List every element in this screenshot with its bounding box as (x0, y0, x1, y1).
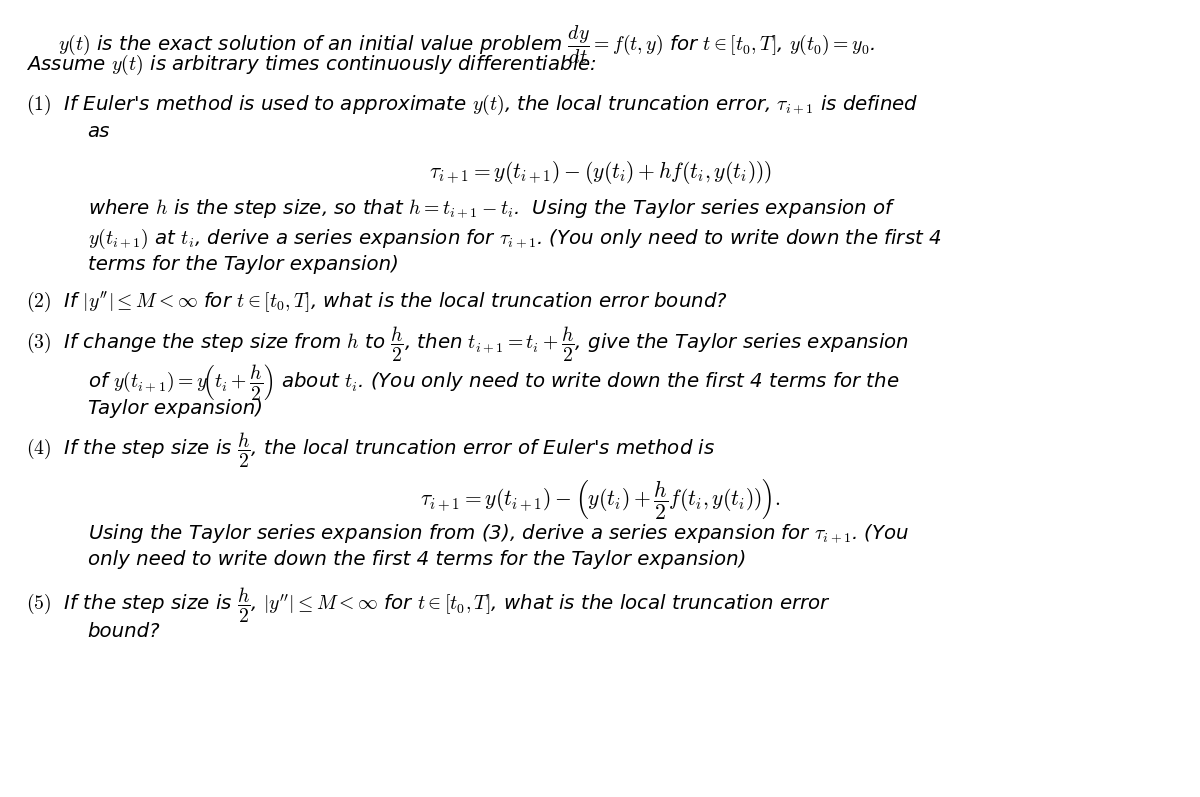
Text: $(4)$  If the step size is $\dfrac{h}{2}$, the local truncation error of Euler's: $(4)$ If the step size is $\dfrac{h}{2}$… (26, 430, 715, 469)
Text: where $h$ is the step size, so that $h = t_{i+1} - t_i$.  Using the Taylor serie: where $h$ is the step size, so that $h =… (88, 198, 895, 220)
Text: Using the Taylor series expansion from (3), derive a series expansion for $\tau_: Using the Taylor series expansion from (… (88, 522, 910, 544)
Text: terms for the Taylor expansion): terms for the Taylor expansion) (88, 255, 398, 274)
Text: $y(t)$ is the exact solution of an initial value problem $\dfrac{dy}{dt} = f(t, : $y(t)$ is the exact solution of an initi… (58, 24, 875, 66)
Text: $\tau_{i+1} = y(t_{i+1}) - \left(y(t_i) + \dfrac{h}{2}f(t_i, y(t_i))\right).$: $\tau_{i+1} = y(t_{i+1}) - \left(y(t_i) … (420, 477, 780, 520)
Text: Assume $y(t)$ is arbitrary times continuously differentiable:: Assume $y(t)$ is arbitrary times continu… (26, 53, 598, 77)
Text: of $y(t_{i+1}) = y\!\left(t_i + \dfrac{h}{2}\right)$ about $t_i$. (You only need: of $y(t_{i+1}) = y\!\left(t_i + \dfrac{h… (88, 362, 899, 402)
Text: $(3)$  If change the step size from $h$ to $\dfrac{h}{2}$, then $t_{i+1} = t_i +: $(3)$ If change the step size from $h$ t… (26, 324, 910, 363)
Text: bound?: bound? (88, 622, 161, 641)
Text: $(5)$  If the step size is $\dfrac{h}{2}$, $|y''| \leq M < \infty$ for $t \in [t: $(5)$ If the step size is $\dfrac{h}{2}$… (26, 586, 832, 625)
Text: as: as (88, 122, 110, 141)
Text: only need to write down the first 4 terms for the Taylor expansion): only need to write down the first 4 term… (88, 550, 746, 569)
Text: $(1)$  If Euler's method is used to approximate $y(t)$, the local truncation err: $(1)$ If Euler's method is used to appro… (26, 92, 919, 116)
Text: $y(t_{i+1})$ at $t_i$, derive a series expansion for $\tau_{i+1}$. (You only nee: $y(t_{i+1})$ at $t_i$, derive a series e… (88, 226, 941, 250)
Text: $(2)$  If $|y''| \leq M < \infty$ for $t \in [t_0, T]$, what is the local trunca: $(2)$ If $|y''| \leq M < \infty$ for $t … (26, 290, 728, 314)
Text: Taylor expansion): Taylor expansion) (88, 398, 263, 418)
Text: $\tau_{i+1} = y(t_{i+1}) - (y(t_i) + hf(t_i, y(t_i)))$: $\tau_{i+1} = y(t_{i+1}) - (y(t_i) + hf(… (428, 159, 772, 186)
